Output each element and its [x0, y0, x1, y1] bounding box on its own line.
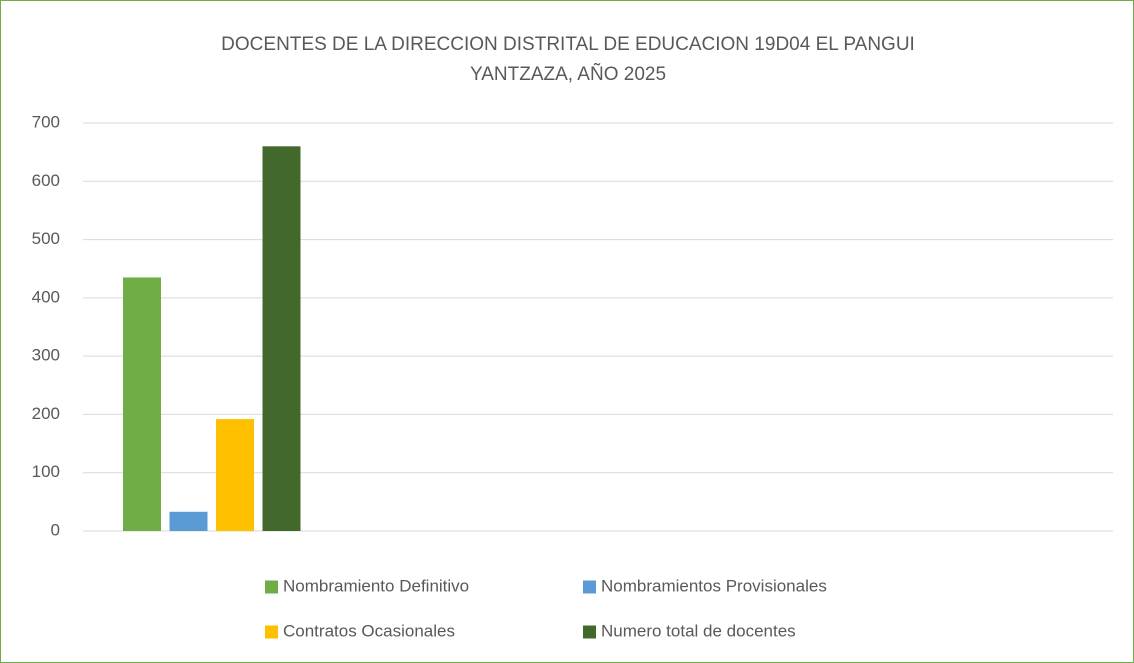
legend-label: Nombramiento Definitivo: [283, 576, 469, 595]
legend-label: Contratos Ocasionales: [283, 621, 455, 640]
y-tick-label: 200: [32, 404, 60, 423]
legend-label: Nombramientos Provisionales: [601, 576, 827, 595]
bar: [169, 511, 208, 531]
legend-swatch: [583, 625, 596, 639]
y-tick-label: 500: [32, 229, 60, 248]
bar: [262, 146, 301, 532]
legend-swatch: [265, 580, 278, 594]
y-tick-label: 700: [32, 112, 60, 131]
y-tick-label: 0: [51, 520, 60, 539]
chart-title: DOCENTES DE LA DIRECCION DISTRITAL DE ED…: [221, 34, 915, 55]
y-tick-label: 300: [32, 346, 60, 365]
y-tick-label: 400: [32, 287, 60, 306]
bar: [123, 277, 161, 531]
legend-label: Numero total de docentes: [601, 621, 796, 640]
y-tick-label: 100: [32, 462, 60, 481]
legend-swatch: [583, 580, 596, 594]
legend-swatch: [265, 625, 278, 639]
chart-title: YANTZAZA, AÑO 2025: [470, 63, 666, 85]
y-tick-label: 600: [32, 171, 60, 190]
bar: [216, 419, 254, 531]
